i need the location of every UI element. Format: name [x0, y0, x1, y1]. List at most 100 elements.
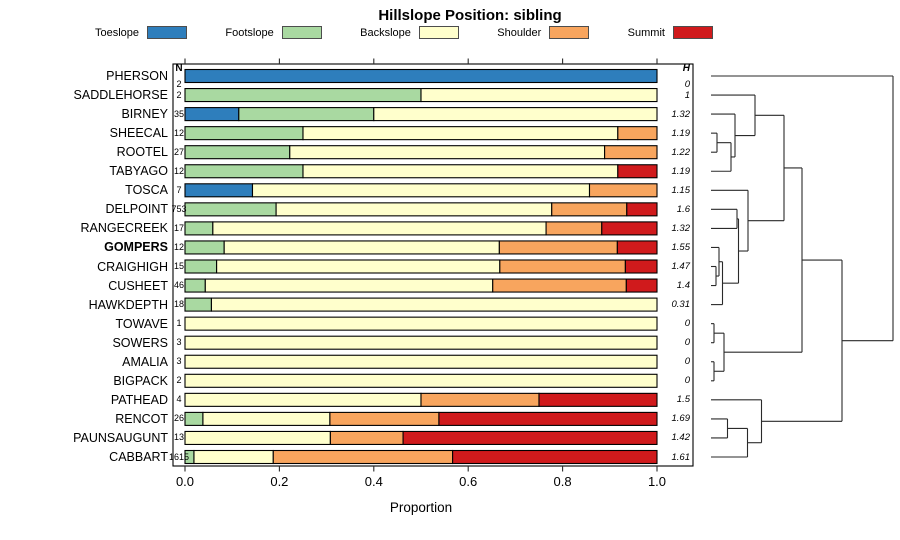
bar-segment [184, 202, 277, 217]
bar-segment [551, 202, 628, 217]
bar-segment [184, 88, 422, 103]
row-label-cabbart: CABBART [109, 450, 168, 464]
h-value: 1.5 [676, 394, 690, 406]
h-value: 0 [684, 79, 690, 90]
h-column-header: H [682, 63, 690, 74]
legend-swatch [147, 26, 188, 39]
h-value: 1.69 [671, 413, 691, 425]
bar-segment [604, 145, 658, 160]
h-value: 0 [684, 375, 690, 387]
bar-segment [625, 278, 658, 293]
bar-segment [184, 183, 254, 198]
bar-segment [420, 392, 540, 407]
bar-segment [238, 107, 375, 122]
h-value: 1.32 [671, 108, 691, 120]
bar-segment [184, 126, 304, 141]
bar-segment [329, 430, 404, 446]
bar-segment [184, 430, 331, 446]
bar-segment [184, 145, 291, 160]
row-label-pherson: PHERSON [106, 69, 168, 83]
bar-segment [251, 183, 591, 198]
h-value: 1.19 [671, 127, 691, 139]
bar-segment [617, 164, 658, 179]
bar-segment [289, 145, 606, 160]
row-label-tabyago: TABYAGO [109, 164, 168, 179]
bar-segment [588, 183, 658, 198]
h-value: 1.22 [671, 146, 691, 158]
bar-segment [193, 449, 274, 465]
n-value: 1 [176, 318, 182, 329]
row-label-amalia: AMALIA [122, 354, 168, 369]
legend-item-shoulder: Shoulder [497, 26, 590, 39]
legend-label: Toeslope [95, 26, 140, 39]
h-value: 0 [684, 337, 690, 349]
bar-segment [212, 221, 547, 236]
h-value: 1.61 [671, 451, 691, 463]
legend-item-summit: Summit [628, 26, 713, 39]
bar-segment [184, 68, 658, 84]
x-tick-label: 0.8 [553, 474, 572, 489]
n-value: 15 [173, 261, 184, 271]
bar-segment [184, 354, 658, 369]
x-tick-label: 0.2 [270, 474, 289, 489]
legend-item-backslope: Backslope [360, 26, 459, 39]
bar-segment [452, 449, 658, 465]
h-value: 1.4 [676, 280, 690, 292]
n-value: 26 [173, 413, 184, 424]
row-label-pathead: PATHEAD [110, 392, 168, 407]
h-value: 1.19 [671, 165, 691, 177]
bar-segment [210, 297, 658, 312]
h-value: 1 [684, 89, 690, 101]
row-label-gompers: GOMPERS [104, 240, 168, 255]
h-value: 0 [684, 356, 690, 368]
n-value: 35 [173, 108, 184, 119]
row-label-rootel: ROOTEL [116, 145, 168, 160]
n-value: 2 [176, 375, 182, 386]
bar-segment [438, 411, 658, 426]
bar-segment [184, 392, 422, 407]
bar-segment [204, 278, 494, 293]
legend-label: Footslope [225, 26, 274, 39]
legend-label: Backslope [360, 26, 411, 39]
row-label-hawkdepth: HAWKDEPTH [88, 297, 168, 312]
x-tick-label: 0.0 [175, 474, 195, 489]
h-value: 1.6 [676, 203, 690, 215]
row-label-birney: BIRNEY [121, 107, 168, 122]
bar-segment [302, 126, 619, 141]
legend-swatch [672, 26, 713, 39]
row-label-saddlehorse: SADDLEHORSE [73, 88, 168, 103]
bar-segment [202, 411, 331, 426]
row-label-bigpack: BIGPACK [113, 373, 168, 388]
x-tick-label: 1.0 [647, 474, 667, 489]
legend-swatch [418, 26, 459, 39]
n-value: 18 [173, 299, 184, 310]
n-value: 7 [176, 184, 182, 195]
bar-segment [616, 240, 658, 255]
x-tick-label: 0.4 [364, 474, 383, 489]
h-value: 1.42 [671, 432, 691, 444]
n-value: 12 [173, 165, 184, 176]
row-label-sowers: SOWERS [112, 335, 168, 350]
h-value: 1.32 [671, 222, 691, 234]
h-value: 0 [684, 318, 690, 330]
bar-segment [302, 164, 619, 179]
row-label-tosca: TOSCA [125, 183, 168, 198]
h-value: 1.15 [671, 184, 691, 196]
legend-label: Shoulder [497, 26, 542, 39]
row-label-sheecal: SHEECAL [109, 126, 168, 141]
h-value: 1.47 [671, 261, 691, 272]
bar-segment [624, 259, 658, 274]
row-label-delpoint: DELPOINT [105, 202, 168, 217]
row-label-paunsaugunt: PAUNSAUGUNT [73, 430, 168, 445]
bar-segment [626, 202, 658, 217]
bar-segment [223, 240, 500, 255]
n-value: 753 [171, 203, 187, 214]
bar-segment [216, 259, 501, 274]
n-value: 17 [173, 222, 184, 233]
h-value: 0.31 [671, 299, 691, 311]
bar-segment [499, 259, 626, 274]
bar-segment [492, 278, 627, 293]
legend: Toeslope Footslope Backslope Shoulder Summit [95, 26, 713, 39]
legend-item-toeslope: Toeslope [95, 26, 188, 39]
